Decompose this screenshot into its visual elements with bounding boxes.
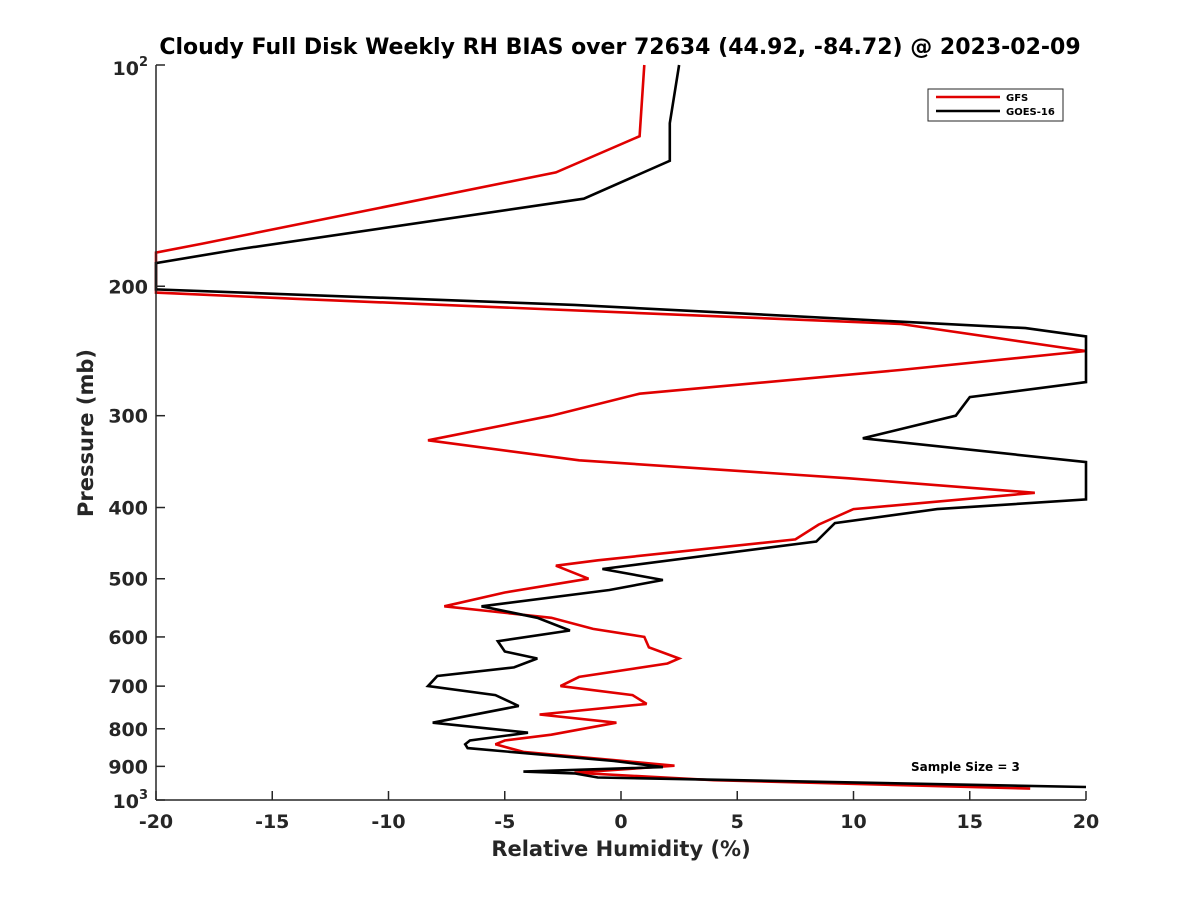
x-tick-label: 10 xyxy=(840,811,866,833)
x-tick-label: 0 xyxy=(614,811,627,833)
series-line-gfs xyxy=(154,64,1087,790)
y-axis-ticks: 200 300 400 500 600 700 800 900 xyxy=(108,64,165,801)
y-tick-label-bottom: 103 xyxy=(113,788,149,813)
series-layer xyxy=(154,64,1088,790)
y-tick-label: 800 xyxy=(108,719,148,741)
sample-size-annotation: Sample Size = 3 xyxy=(911,760,1020,774)
y-tick-label: 300 xyxy=(108,406,148,428)
chart-title: Cloudy Full Disk Weekly RH BIAS over 726… xyxy=(159,35,1080,60)
x-tick-label: -20 xyxy=(139,811,173,833)
y-tick-label: 500 xyxy=(108,569,148,591)
y-tick-label: 600 xyxy=(108,627,148,649)
legend-box xyxy=(927,88,1064,122)
y-tick-label: 200 xyxy=(108,276,148,298)
x-tick-label: -5 xyxy=(494,811,515,833)
x-axis-ticks: -20 -15 -10 -5 0 5 10 15 20 xyxy=(139,791,1099,833)
legend: GFS GOES-16 xyxy=(927,88,1064,122)
legend-label-gfs: GFS xyxy=(1006,93,1028,104)
y-tick-label-top: 102 xyxy=(113,55,149,80)
y-tick-label: 900 xyxy=(108,756,148,778)
series-line-goes16 xyxy=(154,64,1088,789)
x-tick-label: 5 xyxy=(731,811,744,833)
legend-label-goes16: GOES-16 xyxy=(1006,107,1055,118)
y-axis-label: Pressure (mb) xyxy=(74,349,98,517)
plot-axes: -20 -15 -10 -5 0 5 10 15 20 200 300 400 500 600 700 80… xyxy=(108,55,1099,833)
x-tick-label: 15 xyxy=(957,811,983,833)
x-tick-label: -15 xyxy=(255,811,289,833)
x-tick-label: 20 xyxy=(1073,811,1099,833)
y-tick-label: 400 xyxy=(108,498,148,520)
x-axis-label: Relative Humidity (%) xyxy=(491,837,750,861)
y-tick-label: 700 xyxy=(108,676,148,698)
x-tick-label: -10 xyxy=(371,811,405,833)
